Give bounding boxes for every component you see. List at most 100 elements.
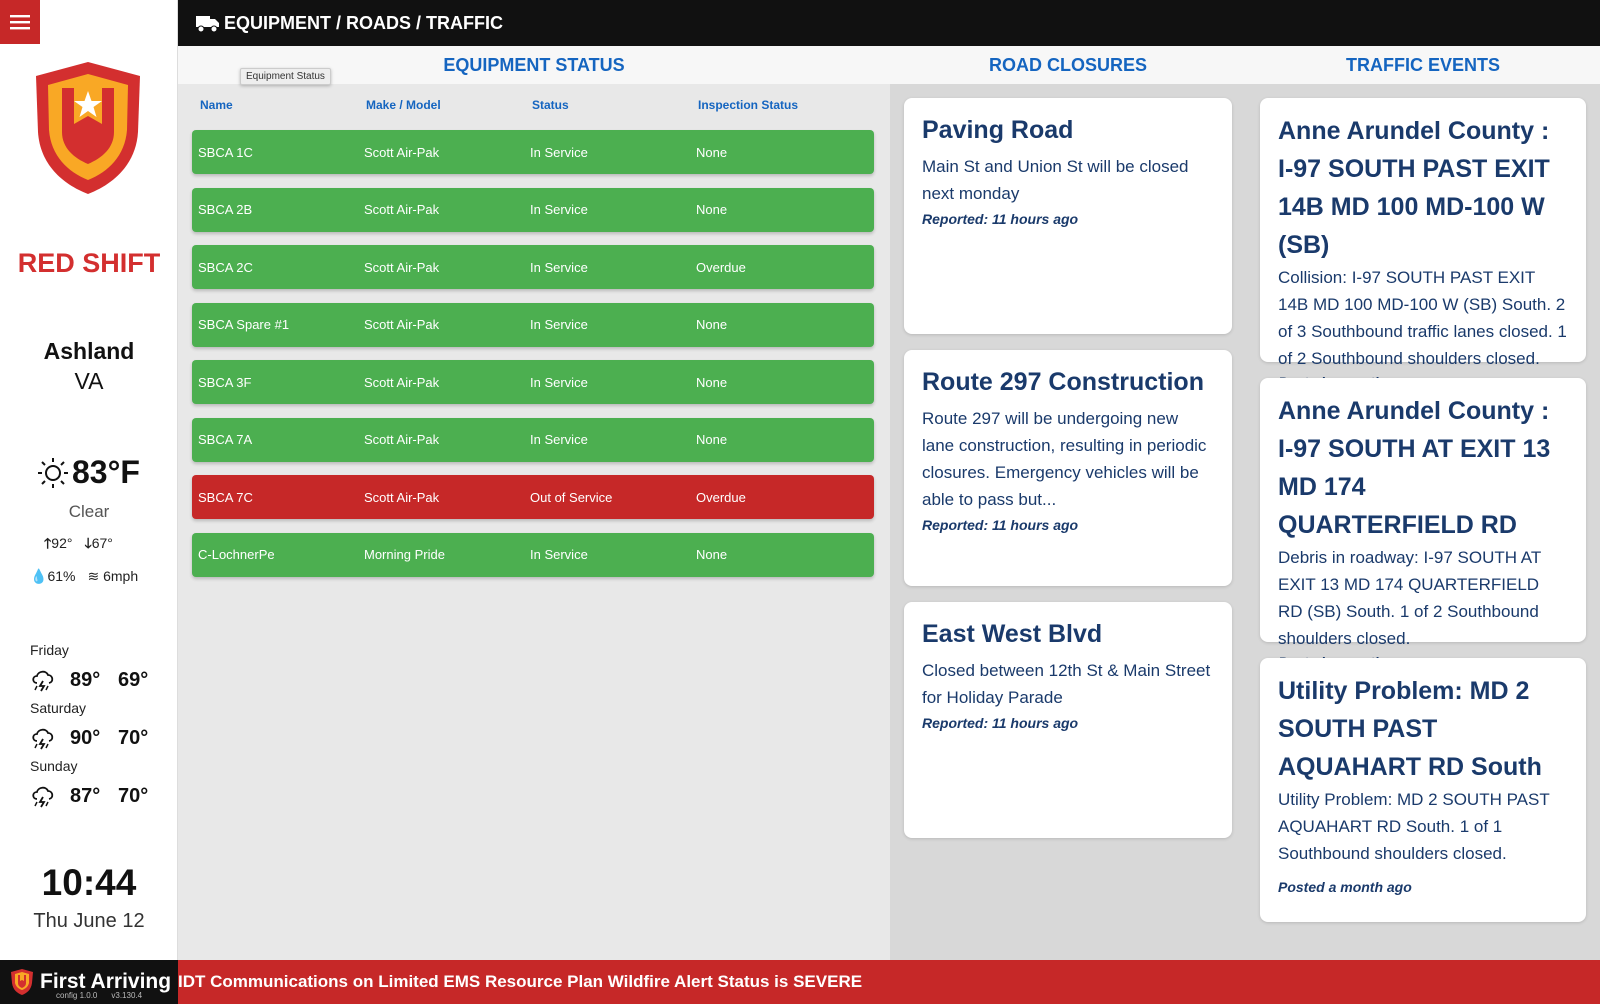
equipment-status: In Service [530,259,588,275]
equipment-model: Scott Air-Pak [364,144,440,160]
low-temp: 67° [91,535,113,551]
equipment-inspection: None [696,202,728,217]
closure-title: Route 297 Construction [922,368,1204,396]
traffic-events-panel: Anne Arundel County : I-97 SOUTH PAST EX… [1246,84,1600,960]
equipment-row[interactable]: SBCA 2B Scott Air-Pak In Service None [192,187,874,232]
forecast-row: 87° 70° [30,776,170,816]
road-closure-card[interactable]: Route 297 Construction Route 297 will be… [904,350,1232,586]
menu-button[interactable] [0,0,40,44]
equipment-status: In Service [530,317,588,332]
equipment-row[interactable]: SBCA 3F Scott Air-Pak In Service None [192,360,874,404]
closure-description: Closed between 12th St & Main Street for… [922,661,1211,707]
equipment-inspection: None [696,547,728,562]
equipment-status: In Service [530,547,588,562]
road-closure-card[interactable]: East West Blvd Closed between 12th St & … [904,602,1232,838]
forecast-high: 87° [70,784,101,807]
forecast-day: Saturday [30,700,87,716]
thunderstorm-icon [32,728,54,750]
traffic-event-card[interactable]: Anne Arundel County : I-97 SOUTH PAST EX… [1260,98,1586,390]
equipment-inspection: Overdue [696,489,746,505]
hamburger-icon [10,15,30,30]
column-header-inspection[interactable]: Inspection Status [698,98,799,112]
closure-title: Paving Road [922,116,1074,144]
equipment-inspection: None [696,374,728,390]
page-title: EQUIPMENT / ROADS / TRAFFIC [224,12,503,33]
forecast-day: Sunday [30,758,78,774]
equipment-inspection: None [696,317,728,332]
road-closures-heading: ROAD CLOSURES [890,46,1246,84]
equipment-row[interactable]: SBCA 7C Scott Air-Pak Out of Service Overdu… [192,475,874,519]
forecast: Friday 89° 69° Saturday 90° 70° Sunday 8… [30,642,170,816]
high-temp: 92° [51,535,73,551]
forecast-high: 89° [70,668,101,691]
column-header-make-model[interactable]: Make / Model [366,98,441,112]
equipment-row[interactable]: SBCA Spare #1 Scott Air-Pak In Service None [192,302,874,347]
equipment-status: In Service [530,202,588,217]
equipment-row[interactable]: SBCA 2C Scott Air-Pak In Service Overdue [192,245,874,289]
arrow-down-icon: 🡓 [84,535,92,551]
forecast-low: 70° [118,726,149,749]
equipment-inspection: None [696,144,728,160]
traffic-events-heading: TRAFFIC EVENTS [1246,46,1600,84]
city-name: Ashland [43,338,135,364]
equipment-name: SBCA 7C [198,489,253,505]
event-title: Utility Problem: MD 2 SOUTH PAST AQUAHAR… [1278,677,1542,781]
road-closure-card[interactable]: Paving Road Main St and Union St will be… [904,98,1232,334]
shift-name: RED SHIFT [17,248,161,278]
equipment-row[interactable]: C-LochnerPe Morning Pride In Service None [192,532,874,577]
column-header-name[interactable]: Name [200,98,233,112]
forecast-high: 90° [70,726,101,749]
top-bar: EQUIPMENT / ROADS / TRAFFIC [178,0,1600,46]
current-weather: 83°F [36,454,146,491]
closure-title: East West Blvd [922,620,1103,648]
clock-date: Thu June 12 [33,910,145,932]
equipment-model: Scott Air-Pak [364,489,440,505]
traffic-event-card[interactable]: Utility Problem: MD 2 SOUTH PAST AQUAHAR… [1260,658,1586,922]
arrow-up-icon: 🡑 [44,535,52,551]
equipment-name: SBCA 2C [198,259,253,275]
closure-reported: Reported: 11 hours ago [922,715,1079,731]
equipment-model: Scott Air-Pak [364,432,440,447]
equipment-status-tooltip: Equipment Status [240,68,331,85]
event-posted: Posted a month ago [1278,879,1412,895]
event-description: Debris in roadway: I-97 SOUTH AT EXIT 13… [1278,548,1541,648]
humidity-wind: 💧61% ≋ 6mph [30,568,138,585]
equipment-table-header: Name Make / Model Status Inspection Stat… [200,98,890,112]
sun-icon [38,457,68,488]
version-info: config 1.0.0 v3.130.4 [56,991,142,1000]
forecast-low: 70° [118,784,149,807]
equipment-panel: Name Make / Model Status Inspection Stat… [178,84,890,960]
alert-ticker: IDT Communications on Limited EMS Resour… [178,972,863,991]
equipment-inspection: None [696,432,728,447]
equipment-status: In Service [530,374,588,390]
event-title: Anne Arundel County : I-97 SOUTH PAST EX… [1278,117,1550,259]
equipment-status: In Service [530,432,588,447]
shield-logo-icon [36,62,140,194]
equipment-model: Scott Air-Pak [364,317,440,332]
equipment-name: SBCA 3F [198,374,252,390]
brand-name: First Arriving [40,970,172,993]
humidity: 61% [47,568,76,584]
bottom-bar: First Arriving config 1.0.0 v3.130.4 IDT… [0,960,1600,1004]
column-header-status[interactable]: Status [532,98,569,112]
event-description: Collision: I-97 SOUTH PAST EXIT 14B MD 1… [1278,268,1567,368]
forecast-day: Friday [30,642,69,658]
truck-icon [196,16,219,33]
sidebar: RED SHIFT Ashland VA 83°F Clear 🡑92° 🡓67… [0,0,178,960]
closure-description: Main St and Union St will be closed next… [922,157,1189,203]
humidity-drop-icon: 💧 [30,568,48,584]
equipment-model: Scott Air-Pak [364,202,440,217]
thunderstorm-icon [32,670,54,692]
equipment-status: Out of Service [530,489,613,505]
equipment-name: SBCA 7A [198,432,253,447]
high-low: 🡑92° 🡓67° [44,533,113,557]
equipment-row[interactable]: SBCA 1C Scott Air-Pak In Service None [192,130,874,174]
app-version: v3.130.4 [111,991,143,1000]
equipment-row[interactable]: SBCA 7A Scott Air-Pak In Service None [192,417,874,462]
closure-reported: Reported: 11 hours ago [922,211,1079,227]
brand-logo: First Arriving config 1.0.0 v3.130.4 [0,960,178,1004]
forecast-row: 90° 70° [30,718,170,758]
forecast-row: 89° 69° [30,660,170,700]
wind-speed: 6mph [103,568,139,584]
traffic-event-card[interactable]: Anne Arundel County : I-97 SOUTH AT EXIT… [1260,378,1586,670]
